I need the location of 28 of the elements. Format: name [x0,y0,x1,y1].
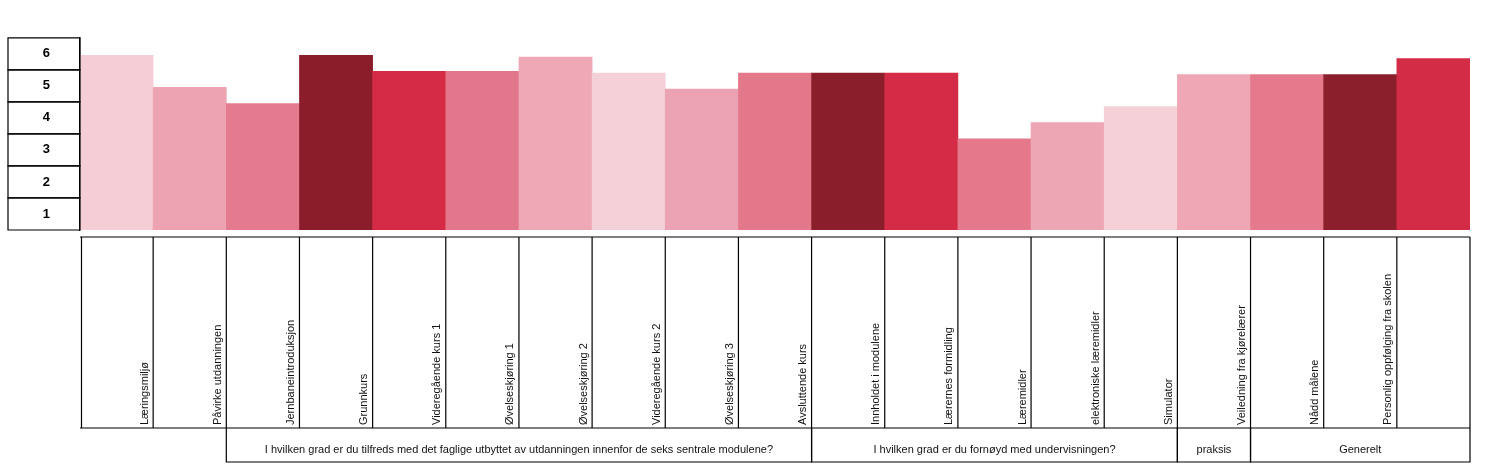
x-tick-label: Veiledning fra kjørelærer [1235,304,1248,425]
x-tick-label: Videregående kurs 2 [649,323,662,425]
y-tick-label: 1 [42,205,50,221]
x-tick-label: Læringsmiljø [137,361,150,425]
x-tick-label: Læremidler [1015,369,1028,425]
x-tick-label: Lærernes formidling [942,327,955,425]
x-tick-label: Øvelseskjøring 3 [722,343,735,425]
x-tick-label: elektroniske læremidler [1088,310,1101,425]
y-tick-label: 6 [42,45,50,61]
y-tick-label: 4 [42,109,51,125]
x-tick-label: Nådd målene [1308,359,1321,425]
y-tick-label: 5 [42,77,50,93]
x-tick-label: Øvelseskjøring 1 [503,343,516,425]
text: Generelt [1339,443,1382,456]
x-tick-label: Innholdet i modulene [869,322,882,425]
text: I hvilken grad er du tilfreds med det faglige utbyttet av utdanningen innenfor de seks sentrale modulene? [264,443,774,456]
x-tick-label: Øvelseskjøring 2 [576,343,589,425]
text: praksis [1196,443,1232,456]
x-tick-label: Personlig oppfølging fra skolen [1381,273,1394,425]
text: I hvilken grad er du fornøyd med undervisningen? [873,443,1116,456]
x-tick-label: Videregående kurs 1 [430,323,443,425]
x-tick-label: Avsluttende kurs [796,343,809,425]
x-tick-label: Påvirke utdanningen [210,324,223,425]
y-tick-label: 2 [42,173,50,189]
y-tick-label: 3 [42,141,50,157]
x-tick-label: Grunnkurs [357,373,370,425]
x-tick-label: Simulator [1161,378,1174,425]
x-tick-label: Jernbaneintroduksjon [284,319,296,425]
